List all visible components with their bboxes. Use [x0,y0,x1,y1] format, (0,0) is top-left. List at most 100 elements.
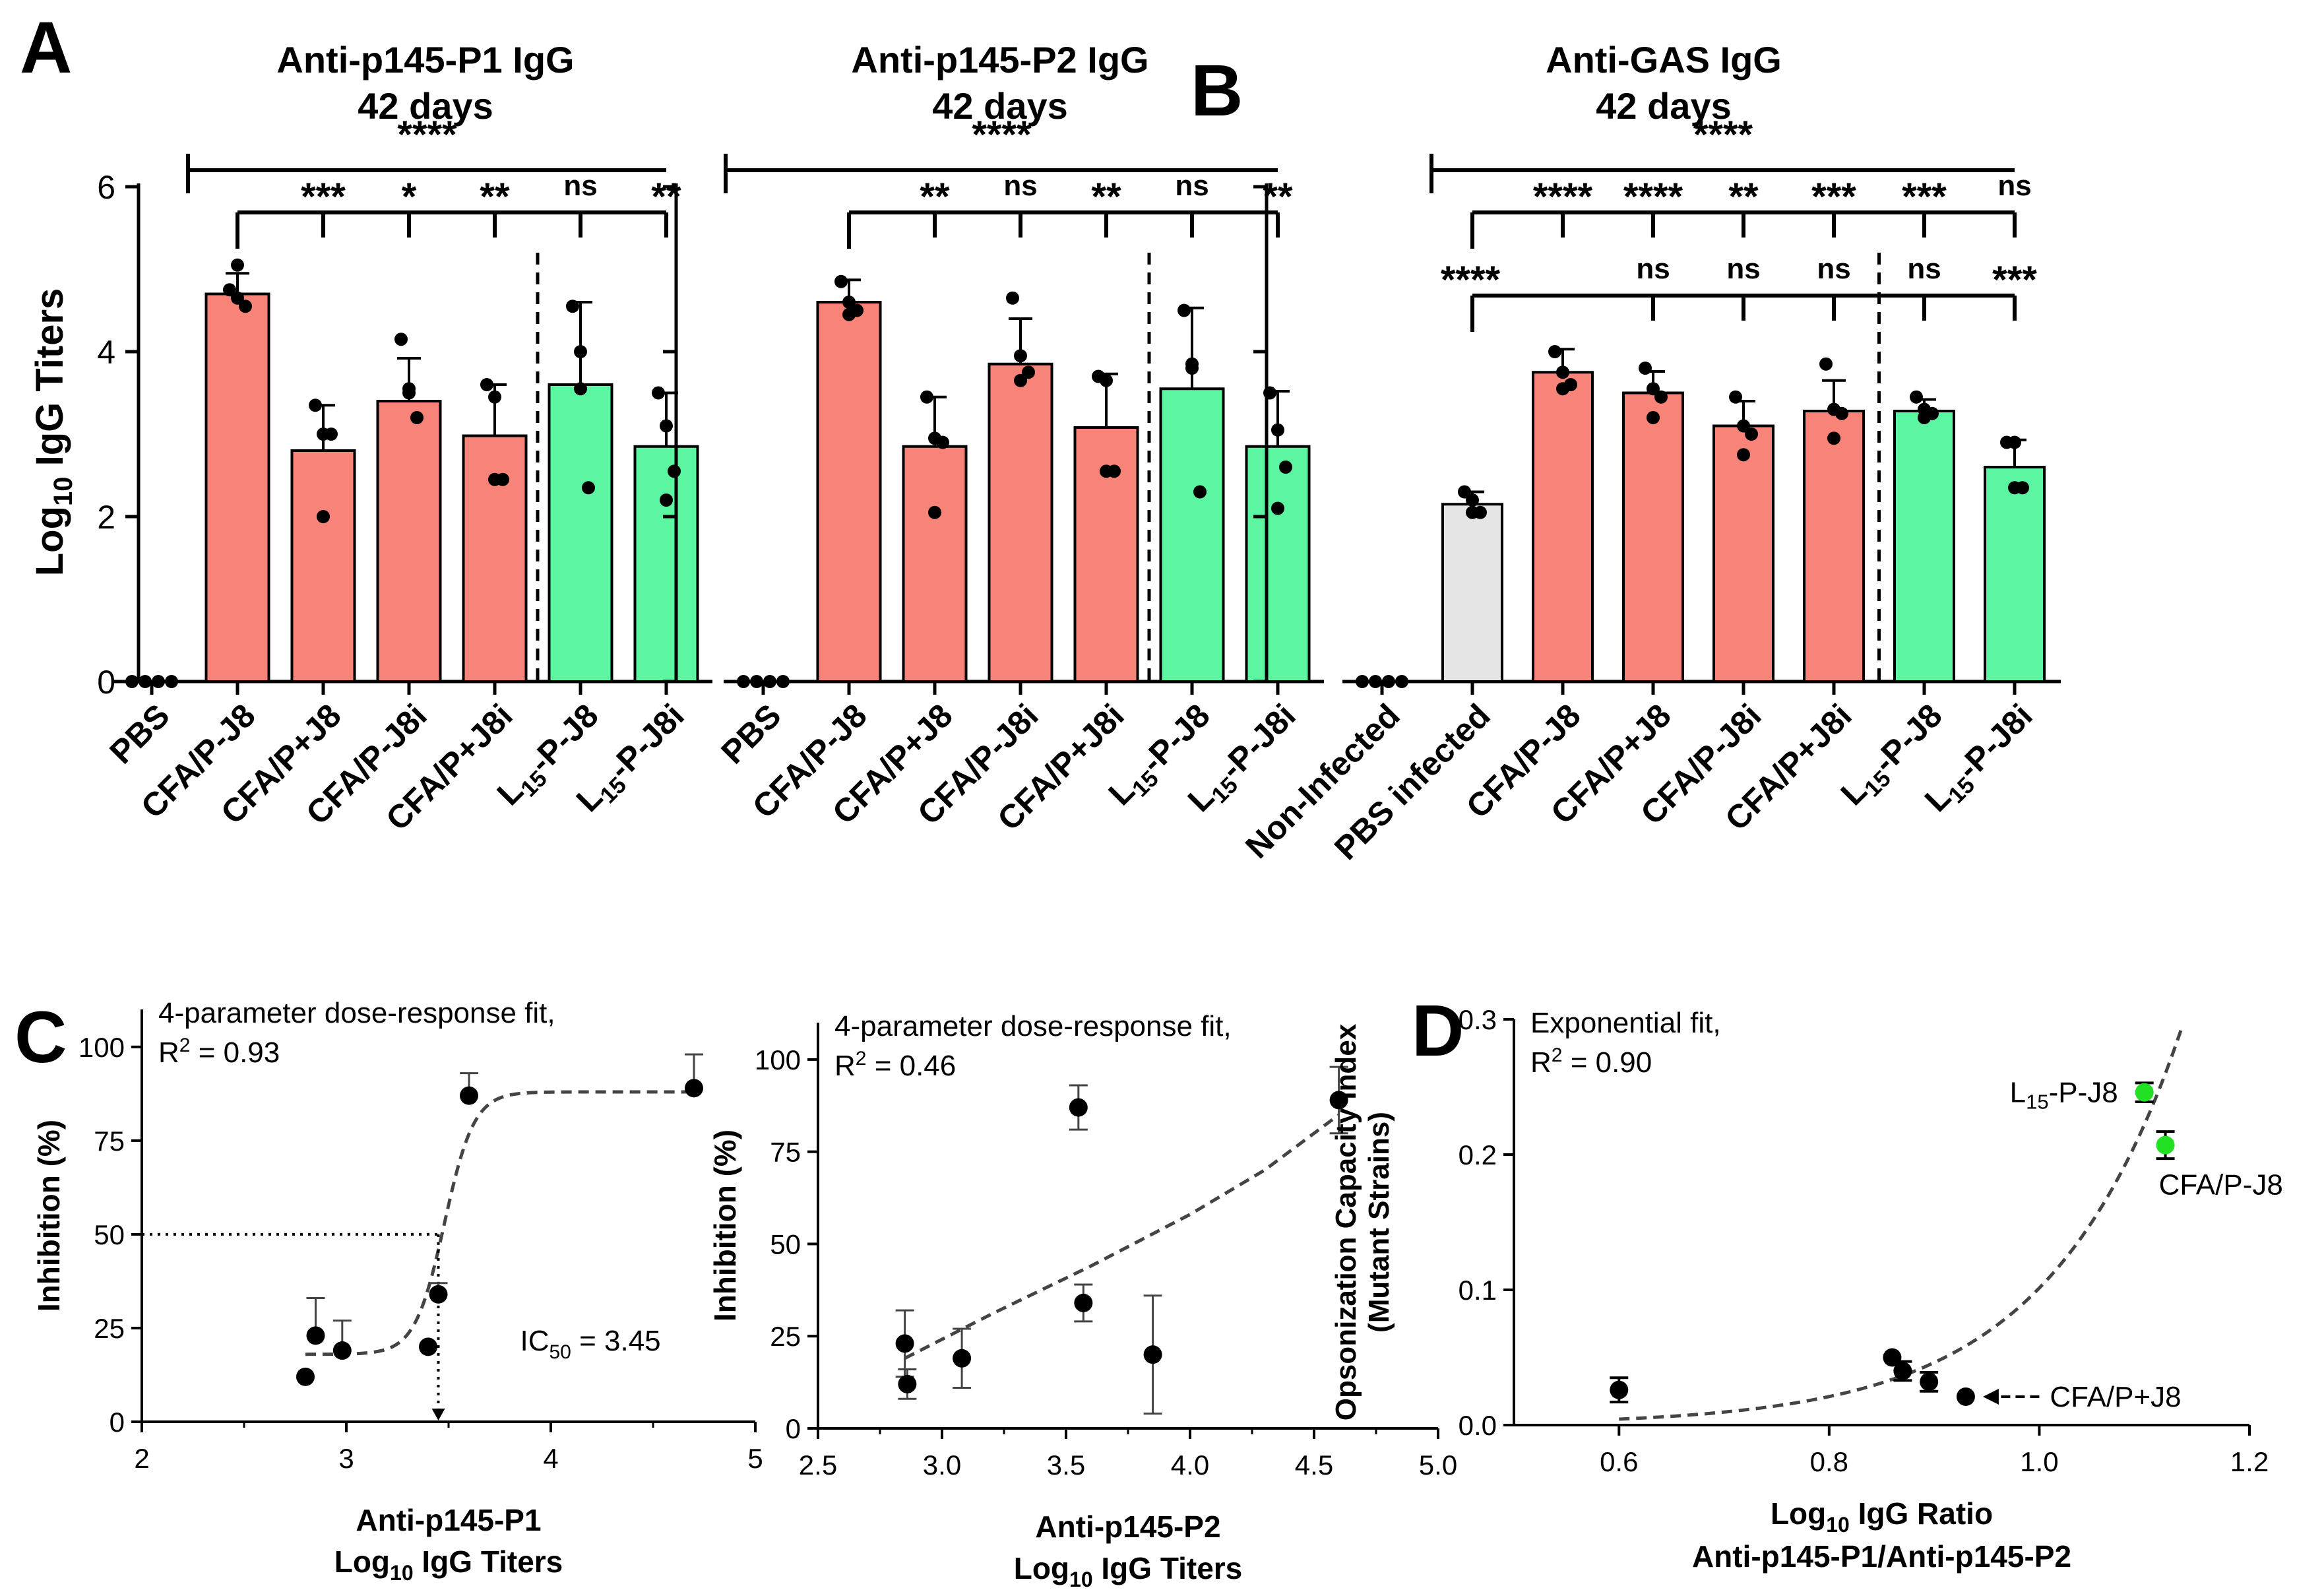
x-tick-label: PBS infected [1327,697,1497,867]
y-tick-label: 75 [770,1137,801,1168]
data-point [231,291,244,305]
comparison-significance-label: ** [1728,175,1759,218]
comparison-significance-label: **** [1533,175,1593,218]
data-point [1185,362,1199,375]
comparison-significance-label: ns [1726,253,1760,285]
panel-label-c: C [15,997,67,1078]
comparison-significance-label: **** [1623,175,1683,218]
data-point [332,1341,352,1360]
data-point [317,510,330,523]
comparison-significance-label: * [402,175,417,218]
comparison-significance-label: ns [1817,253,1850,285]
x-tick-label: 3 [338,1443,354,1474]
data-point [2156,1135,2175,1155]
data-point [1893,1362,1912,1380]
x-tick-label: 5.0 [1419,1449,1457,1481]
comparison-significance-label: *** [1902,175,1947,218]
y-tick-label: 50 [770,1228,801,1259]
data-point [296,1367,315,1386]
bar [988,362,1053,683]
x-tick-label: PBS [102,697,176,771]
fit-annotation: 4-parameter dose-response fit, [158,997,555,1029]
pointer-arrow-head [1982,1388,1999,1405]
comparison-significance-label: ns [1997,170,2031,202]
y-tick-label: 100 [755,1044,801,1075]
data-point [1956,1387,1975,1406]
data-point [1737,419,1750,433]
comparison-significance-label: *** [1811,175,1856,218]
data-point [953,1349,972,1368]
data-point [1100,373,1113,387]
data-point [660,494,673,507]
panel-label-b: B [1191,50,1243,131]
data-point [1737,448,1750,462]
y-tick-label: 25 [94,1313,125,1344]
data-point [1835,406,1848,420]
data-point [1356,675,1369,688]
x-axis-label: Anti-p145-P2 [1035,1510,1220,1544]
data-point [842,296,856,309]
data-point [566,300,579,313]
fit-curve [904,1113,1340,1360]
y-tick-label: 0.3 [1459,1004,1497,1035]
data-point [1069,1098,1088,1117]
y-tick-label: 0 [110,1407,125,1438]
bar [1441,503,1503,683]
data-point [165,675,178,688]
data-point [685,1079,703,1098]
data-point [898,1374,917,1393]
x-tick-label: 4.0 [1171,1449,1209,1481]
x-tick-label: 3.0 [923,1449,961,1481]
comparison-significance-label: ns [1907,253,1941,285]
data-point [2008,481,2021,495]
r-squared-annotation: R2 = 0.90 [1530,1044,1652,1079]
data-point [1610,1380,1629,1399]
y-tick-label: 4 [97,334,115,371]
bar [1622,391,1684,683]
data-point [1654,390,1668,404]
data-point [1639,362,1652,375]
y-tick-label: 0.2 [1459,1139,1497,1170]
r-squared-annotation: R2 = 0.93 [158,1035,280,1069]
data-point [1329,1091,1348,1110]
x-tick-label: 4.5 [1295,1449,1333,1481]
data-point [139,675,152,688]
chart-inhibition-p2: 2.5 3.0 3.5 4.0 4.5 5.0 0 25 50 75 100 4-parameter … [708,1010,1457,1591]
point-label-cfa-p-plus-j8: CFA/P+J8 [2050,1381,2181,1413]
data-point [1548,345,1561,358]
y-tick-label: 75 [94,1126,125,1157]
bar [1532,371,1594,683]
bar [204,292,270,683]
comparison-significance-label: *** [1992,259,2037,302]
comparison-significance-label: ns [1003,170,1037,202]
y-tick-label: 0.1 [1459,1275,1497,1306]
data-point [737,675,750,688]
shared-y-axis-label: Log10 IgG Titers [28,288,78,577]
fit-curve [305,1090,694,1356]
y-tick-label: 0 [786,1413,801,1444]
x-tick-label: 1.0 [2020,1446,2058,1477]
data-point [1022,366,1035,379]
bar [1893,410,1955,683]
chart-title-line: Anti-p145-P1 IgG [276,39,574,80]
bar [816,301,882,683]
data-point [1279,461,1292,474]
x-axis-label: Anti-p145-P1 [356,1503,541,1537]
x-tick-label: 3.5 [1047,1449,1085,1481]
data-point [776,675,790,688]
data-point [668,464,681,478]
data-point [488,390,501,404]
panel-label-a: A [20,7,72,88]
data-point [1178,303,1191,317]
data-point [1556,382,1569,396]
bar [1803,410,1865,683]
x-tick-label: 0.8 [1810,1446,1848,1477]
data-point [480,378,493,391]
data-point [574,345,587,358]
point-label-cfa-p-j8: CFA/P-J8 [2159,1169,2283,1201]
data-point [2008,435,2021,449]
bar [1245,445,1311,683]
y-tick-label: 50 [94,1219,125,1250]
